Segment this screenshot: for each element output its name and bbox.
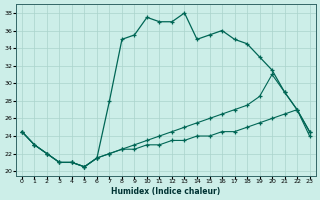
X-axis label: Humidex (Indice chaleur): Humidex (Indice chaleur) [111, 187, 220, 196]
